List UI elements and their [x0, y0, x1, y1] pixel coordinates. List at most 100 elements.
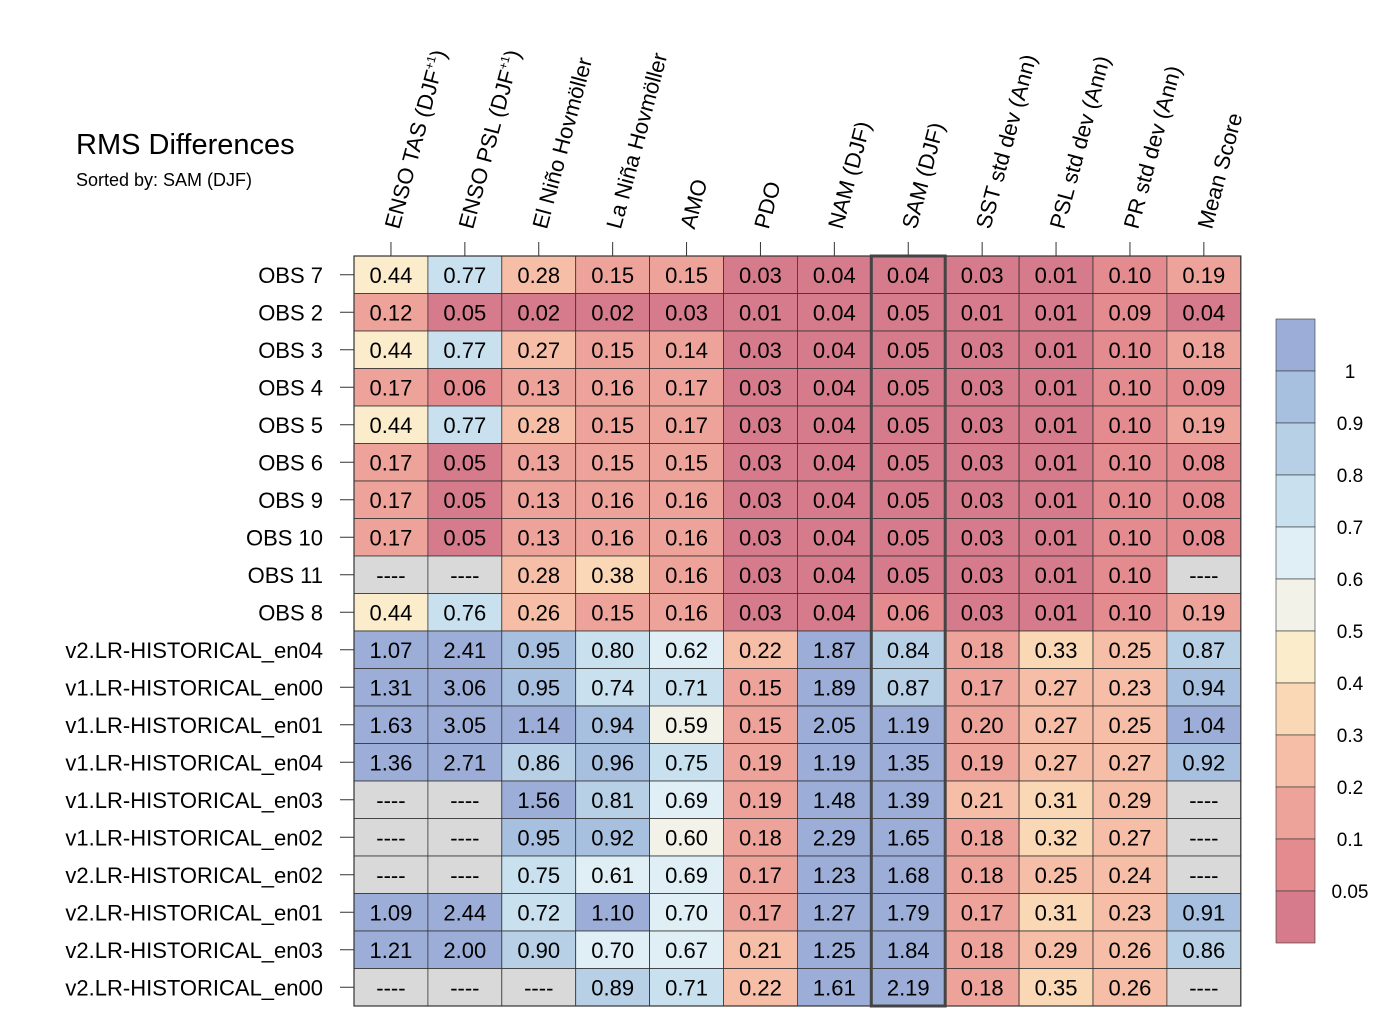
cell-value: 0.08 [1182, 450, 1225, 475]
cell-value: 0.06 [887, 600, 930, 625]
heatmap-cell [575, 555, 651, 594]
cell-value: 0.17 [961, 675, 1004, 700]
heatmap-cell [501, 818, 577, 857]
cell-value: 0.03 [961, 525, 1004, 550]
cell-value: 0.71 [665, 975, 708, 1000]
heatmap-cell [1166, 368, 1242, 407]
cell-value: 1.61 [813, 975, 856, 1000]
heatmap-cell [427, 893, 503, 932]
heatmap-cell [870, 818, 946, 857]
heatmap-cell [1092, 330, 1168, 369]
cell-value: 0.15 [739, 675, 782, 700]
cell-value: 1.36 [370, 750, 413, 775]
cell-value: 0.05 [443, 300, 486, 325]
cell-value: ---- [1189, 563, 1218, 588]
colorbar-tick-label: 0.9 [1337, 414, 1363, 435]
cell-value: 2.29 [813, 825, 856, 850]
heatmap-cell [944, 968, 1020, 1007]
cell-value: ---- [1189, 975, 1218, 1000]
heatmap-cell [649, 630, 724, 669]
heatmap-cell [944, 293, 1020, 332]
chart-subtitle: Sorted by: SAM (DJF) [76, 170, 252, 190]
cell-value: 0.26 [1109, 975, 1152, 1000]
cell-value: 1.63 [370, 713, 413, 738]
heatmap-cell [427, 705, 503, 744]
heatmap-cell [353, 630, 429, 669]
cell-value: 0.27 [1109, 825, 1152, 850]
heatmap-cell [1018, 480, 1094, 519]
column-header: ENSO TAS (DJF+1) [380, 47, 452, 231]
cell-value: 0.05 [887, 300, 930, 325]
cell-value: 1.87 [813, 638, 856, 663]
cell-value: 1.04 [1182, 713, 1225, 738]
heatmap-cell [944, 405, 1020, 444]
heatmap-cell [723, 968, 798, 1007]
cell-value: 0.72 [517, 900, 560, 925]
cell-value: 2.00 [443, 938, 486, 963]
cell-value: 0.05 [887, 525, 930, 550]
heatmap-cell [575, 518, 651, 557]
row-label: OBS 8 [258, 600, 323, 625]
heatmap-cell [870, 293, 946, 332]
cell-value: 0.27 [1035, 713, 1078, 738]
highlight-box [869, 254, 947, 1008]
heatmap-cell [501, 518, 577, 557]
cell-value: 0.10 [1109, 338, 1152, 363]
cell-value: 0.18 [961, 975, 1004, 1000]
column-header: SAM (DJF) [897, 120, 949, 232]
cell-value: 0.10 [1109, 488, 1152, 513]
cell-value: 0.17 [370, 525, 413, 550]
column-header: PSL std dev (Ann) [1045, 53, 1115, 231]
cell-value: 0.26 [517, 600, 560, 625]
cell-value: 0.81 [591, 788, 634, 813]
row-label: OBS 9 [258, 488, 323, 513]
heatmap-cell [353, 593, 429, 632]
heatmap-cell [501, 630, 577, 669]
cell-value: 0.18 [961, 825, 1004, 850]
cell-value: 0.05 [887, 450, 930, 475]
heatmap-cell [649, 668, 724, 707]
cell-value: 0.04 [887, 263, 930, 288]
cell-value: 0.03 [961, 488, 1004, 513]
cell-value: 0.10 [1109, 375, 1152, 400]
cell-value: 0.15 [591, 338, 634, 363]
cell-value: 0.95 [517, 825, 560, 850]
cell-value: ---- [1189, 788, 1218, 813]
heatmap-cell [575, 780, 651, 819]
heatmap-cell [1018, 293, 1094, 332]
heatmap-cell [797, 893, 872, 932]
heatmap-cell [353, 705, 429, 744]
cell-value: 0.08 [1182, 488, 1225, 513]
heatmap-cell [797, 818, 872, 857]
heatmap-cell [870, 705, 946, 744]
cell-value: ---- [376, 975, 405, 1000]
cell-value: 0.59 [665, 713, 708, 738]
cell-value: 0.60 [665, 825, 708, 850]
colorbar-segment [1275, 682, 1316, 736]
cell-value: 0.18 [1182, 338, 1225, 363]
heatmap-cell [649, 330, 724, 369]
heatmap-cell [723, 293, 798, 332]
heatmap-cell [1166, 855, 1242, 894]
cell-value: 0.86 [1182, 938, 1225, 963]
cell-value: 0.18 [739, 825, 782, 850]
cell-value: 0.96 [591, 750, 634, 775]
cell-value: 0.01 [1035, 263, 1078, 288]
heatmap-cell [1166, 518, 1242, 557]
cell-value: 0.04 [813, 413, 856, 438]
cell-value: 1.14 [517, 713, 560, 738]
heatmap-cell [427, 780, 503, 819]
heatmap-cell [1018, 368, 1094, 407]
heatmap-cell [1092, 780, 1168, 819]
cell-value: 0.03 [739, 488, 782, 513]
cell-value: 0.35 [1035, 975, 1078, 1000]
heatmap-cell [1018, 330, 1094, 369]
cell-value: 0.10 [1109, 263, 1152, 288]
cell-value: 0.84 [887, 638, 930, 663]
cell-value: 0.04 [813, 338, 856, 363]
cell-value: 0.27 [1035, 675, 1078, 700]
cell-value: 0.18 [961, 863, 1004, 888]
heatmap-cell [649, 780, 724, 819]
cell-value: 0.44 [370, 600, 413, 625]
column-header: PR std dev (Ann) [1119, 63, 1187, 231]
